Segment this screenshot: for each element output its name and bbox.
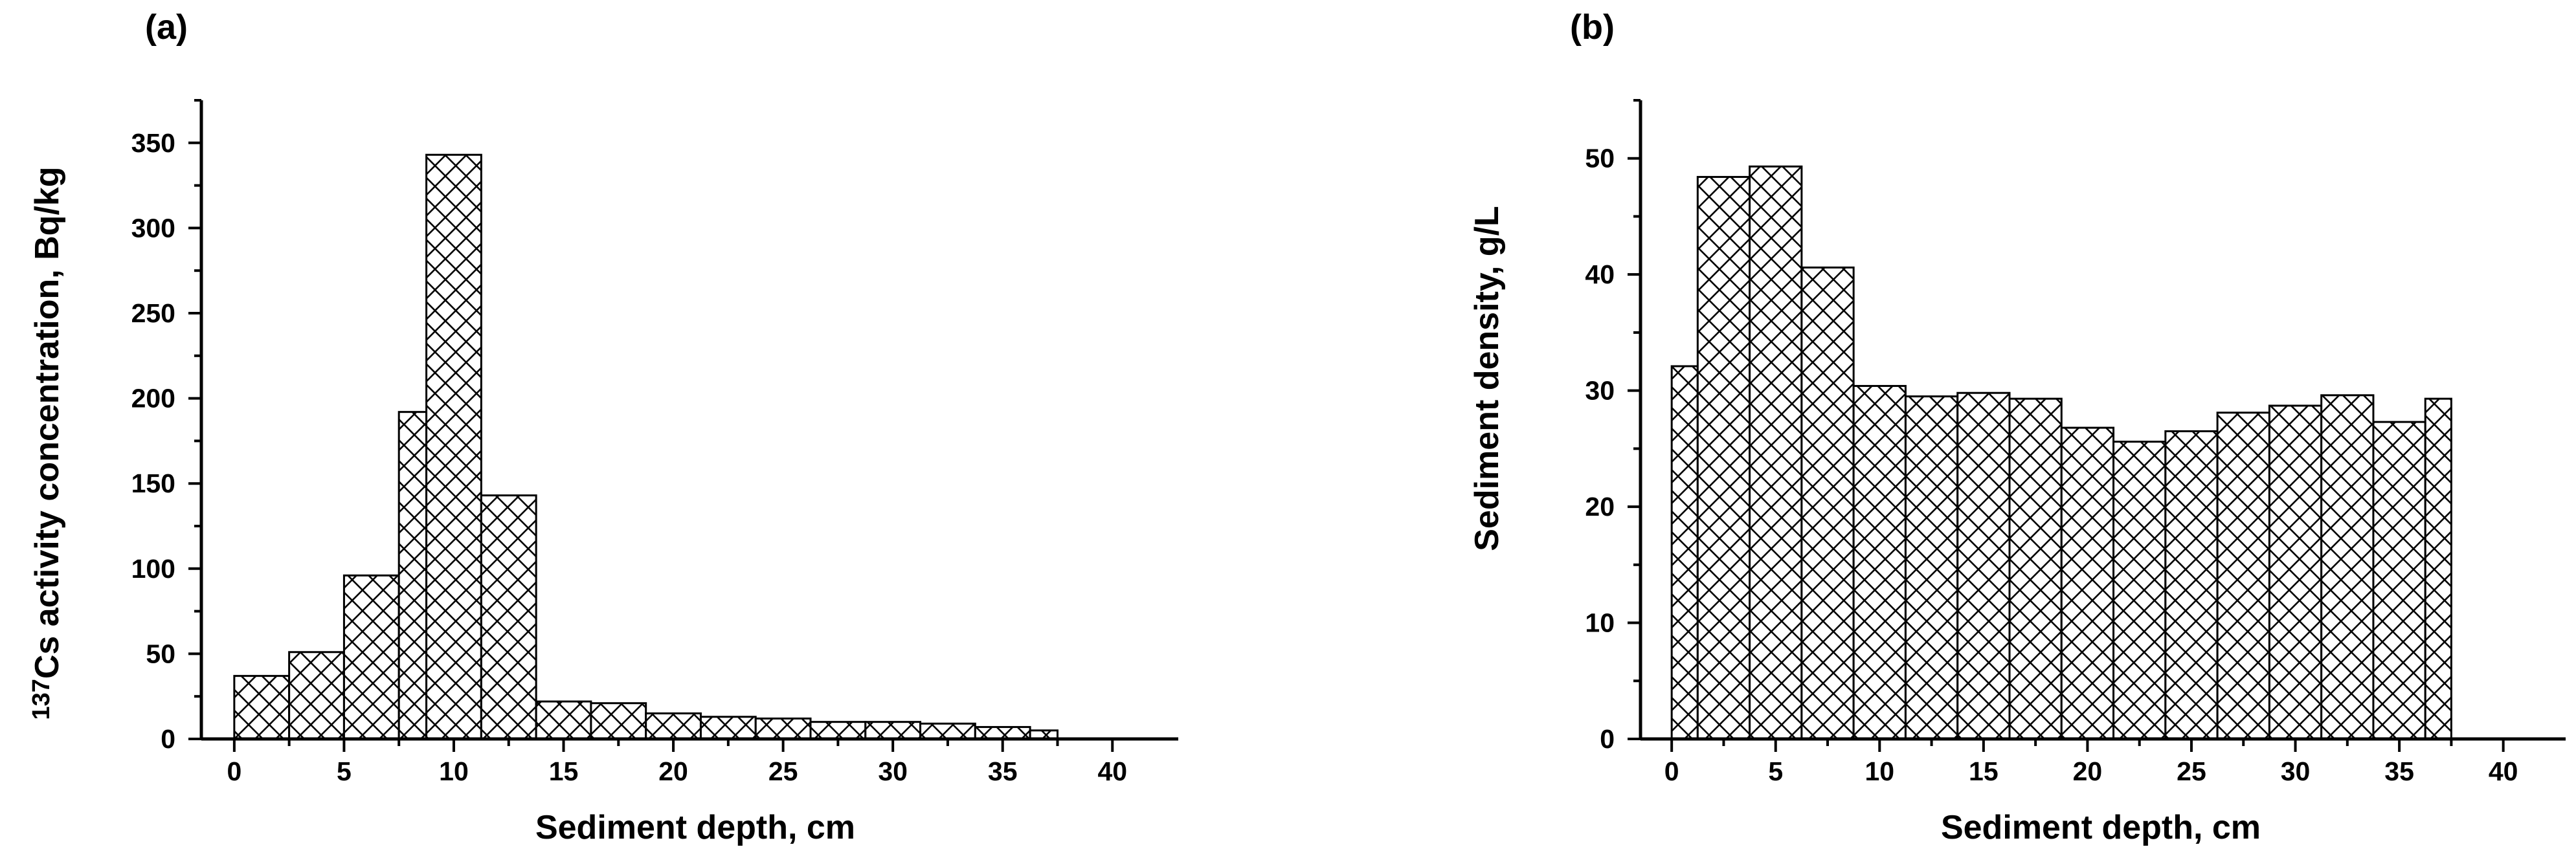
x-tick-label-b-7: 35 bbox=[2384, 756, 2414, 786]
x-tick-label-b-1: 5 bbox=[1768, 756, 1783, 786]
bar-a-12 bbox=[864, 721, 922, 740]
bar-b-8 bbox=[2060, 426, 2115, 740]
x-tick-label-b-4: 20 bbox=[2073, 756, 2103, 786]
x-tick-label-a-4: 20 bbox=[658, 756, 688, 786]
chart-b: (b) 0 5 10 15 20 25 30 35 40 0 10 20 30 40 50 Sediment… bbox=[1468, 8, 2566, 846]
bar-a-14 bbox=[974, 726, 1031, 740]
bar-a-1 bbox=[288, 651, 345, 740]
y-axis-title-b: Sediment density, g/L bbox=[1468, 206, 1506, 551]
x-tick-label-a-5: 25 bbox=[768, 756, 798, 786]
bar-a-5 bbox=[480, 494, 537, 740]
x-tick-label-b-0: 0 bbox=[1664, 756, 1679, 786]
y-axis-title-sup-a: 137 bbox=[28, 679, 55, 720]
bar-b-5 bbox=[1904, 395, 1959, 740]
bar-a-2 bbox=[342, 574, 400, 740]
bar-a-8 bbox=[645, 712, 702, 740]
y-axis-title-a: 137Cs activity concentration, Bq/kg bbox=[28, 166, 66, 720]
bar-b-7 bbox=[2008, 397, 2063, 740]
bar-b-15 bbox=[2424, 397, 2452, 740]
bar-a-11 bbox=[809, 721, 867, 740]
bar-b-0 bbox=[1670, 365, 1699, 740]
bar-b-14 bbox=[2372, 421, 2426, 740]
bar-b-1 bbox=[1696, 175, 1751, 740]
bar-b-2 bbox=[1749, 165, 1803, 740]
bar-a-13 bbox=[919, 722, 976, 740]
y-tick-label-a-2: 100 bbox=[131, 554, 175, 584]
bar-b-4 bbox=[1852, 384, 1907, 740]
y-tick-label-b-1: 10 bbox=[1585, 608, 1615, 638]
bar-a-3 bbox=[398, 411, 428, 740]
x-tick-label-a-2: 10 bbox=[439, 756, 469, 786]
bar-b-11 bbox=[2216, 412, 2270, 740]
bar-a-10 bbox=[754, 717, 812, 740]
bar-b-10 bbox=[2164, 430, 2219, 740]
axes-b: 0 5 10 15 20 25 30 35 40 0 10 20 30 40 50 bbox=[1585, 99, 2566, 786]
bars-a bbox=[233, 153, 1058, 740]
y-tick-label-a-5: 250 bbox=[131, 298, 175, 328]
y-tick-label-b-4: 40 bbox=[1585, 259, 1615, 289]
y-tick-label-b-5: 50 bbox=[1585, 144, 1615, 173]
axes-a: 0 5 10 15 20 25 30 35 40 0 50 100 150 200 250 300 350 bbox=[131, 99, 1178, 786]
bar-a-9 bbox=[699, 716, 757, 740]
bar-b-13 bbox=[2320, 394, 2375, 740]
chart-a: (a) 0 5 10 15 20 25 30 35 40 0 50 100 150 200 250 300 35… bbox=[28, 8, 1178, 846]
x-tick-label-b-5: 25 bbox=[2177, 756, 2206, 786]
y-tick-label-b-0: 0 bbox=[1600, 724, 1615, 754]
x-tick-label-b-2: 10 bbox=[1865, 756, 1894, 786]
bars-b bbox=[1670, 165, 2452, 740]
x-tick-label-a-6: 30 bbox=[878, 756, 908, 786]
x-axis-title-b: Sediment depth, cm bbox=[1941, 809, 2261, 846]
bar-a-0 bbox=[233, 675, 291, 740]
x-tick-label-b-3: 15 bbox=[1969, 756, 1999, 786]
bar-a-7 bbox=[590, 702, 647, 740]
bar-b-9 bbox=[2112, 441, 2167, 740]
y-tick-label-a-0: 0 bbox=[161, 724, 175, 754]
x-tick-label-b-8: 40 bbox=[2489, 756, 2518, 786]
x-tick-label-a-0: 0 bbox=[227, 756, 241, 786]
x-tick-label-a-3: 15 bbox=[549, 756, 579, 786]
x-tick-label-a-8: 40 bbox=[1097, 756, 1127, 786]
x-tick-label-b-6: 30 bbox=[2281, 756, 2311, 786]
x-tick-label-a-7: 35 bbox=[988, 756, 1018, 786]
bar-b-6 bbox=[1956, 391, 2011, 740]
y-axis-title-main-a: Cs activity concentration, Bq/kg bbox=[28, 166, 66, 679]
x-tick-label-a-1: 5 bbox=[337, 756, 352, 786]
bar-b-12 bbox=[2268, 404, 2323, 740]
y-tick-label-a-6: 300 bbox=[131, 213, 175, 243]
panel-label-b: (b) bbox=[1570, 8, 1615, 47]
y-tick-label-b-3: 30 bbox=[1585, 376, 1615, 406]
y-tick-label-b-2: 20 bbox=[1585, 492, 1615, 522]
y-tick-label-a-7: 350 bbox=[131, 128, 175, 158]
bar-a-6 bbox=[535, 700, 592, 740]
y-tick-label-a-3: 150 bbox=[131, 468, 175, 498]
bar-a-4 bbox=[425, 153, 482, 740]
y-tick-label-a-1: 50 bbox=[146, 639, 175, 668]
bar-b-3 bbox=[1800, 266, 1855, 740]
y-tick-label-a-4: 200 bbox=[131, 384, 175, 413]
panel-label-a: (a) bbox=[145, 8, 188, 47]
x-axis-title-a: Sediment depth, cm bbox=[535, 809, 855, 846]
